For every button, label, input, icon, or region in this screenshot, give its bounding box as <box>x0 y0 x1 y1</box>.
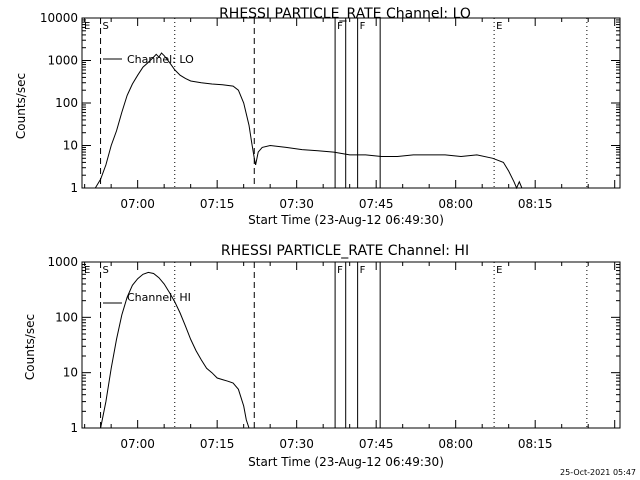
event-marker-label: F <box>337 265 343 276</box>
x-tick-label: 07:30 <box>279 197 314 211</box>
y-tick-label: 1 <box>70 181 78 195</box>
y-axis-label: Counts/sec <box>23 314 37 380</box>
x-tick-label: 08:00 <box>438 437 473 451</box>
event-marker-label: E <box>496 21 502 32</box>
x-tick-label: 08:00 <box>438 197 473 211</box>
chart-lo: RHESSI PARTICLE_RATE Channel: LO Start T… <box>14 6 621 227</box>
series-line <box>94 52 523 190</box>
y-tick-label: 1000 <box>47 255 78 269</box>
y-tick-label: 100 <box>55 310 78 324</box>
y-tick-label: 10 <box>63 139 78 153</box>
x-tick-label: 07:45 <box>359 197 394 211</box>
x-tick-label: 07:15 <box>200 197 235 211</box>
event-marker-label: E <box>496 265 502 276</box>
timestamp-stamp: 25-Oct-2021 05:47 <box>560 468 636 477</box>
event-marker-label: F <box>360 21 366 32</box>
x-tick-label: 07:15 <box>200 437 235 451</box>
y-tick-label: 10 <box>63 366 78 380</box>
legend-entry: Channel: LO <box>127 53 194 66</box>
plot-frame <box>81 17 621 189</box>
y-tick-label: 100 <box>55 96 78 110</box>
x-tick-label: 07:00 <box>120 197 155 211</box>
y-tick-label: 1000 <box>47 54 78 68</box>
y-tick-label: 1 <box>70 421 78 435</box>
plot-frame <box>81 261 621 429</box>
y-axis-label: Counts/sec <box>14 73 28 139</box>
x-axis-label: Start Time (23-Aug-12 06:49:30) <box>248 455 444 469</box>
event-marker-label: S <box>103 21 109 32</box>
event-marker-label: F <box>337 21 343 32</box>
series-line <box>100 271 250 429</box>
chart-title: RHESSI PARTICLE_RATE Channel: LO <box>219 6 471 22</box>
x-tick-label: 07:45 <box>359 437 394 451</box>
x-tick-label: 07:30 <box>279 437 314 451</box>
x-axis-label: Start Time (23-Aug-12 06:49:30) <box>248 213 444 227</box>
chart-title: RHESSI PARTICLE_RATE Channel: HI <box>221 243 469 259</box>
event-marker-label: F <box>360 265 366 276</box>
x-tick-label: 07:00 <box>120 437 155 451</box>
x-tick-label: 08:15 <box>518 437 553 451</box>
chart-hi: RHESSI PARTICLE_RATE Channel: HI Start T… <box>23 243 621 469</box>
event-marker-label: S <box>103 265 109 276</box>
event-marker-label: E <box>84 265 90 276</box>
x-tick-label: 08:15 <box>518 197 553 211</box>
y-tick-label: 10000 <box>40 11 78 25</box>
event-marker-label: E <box>84 21 90 32</box>
legend-entry: Channel: HI <box>127 291 191 304</box>
